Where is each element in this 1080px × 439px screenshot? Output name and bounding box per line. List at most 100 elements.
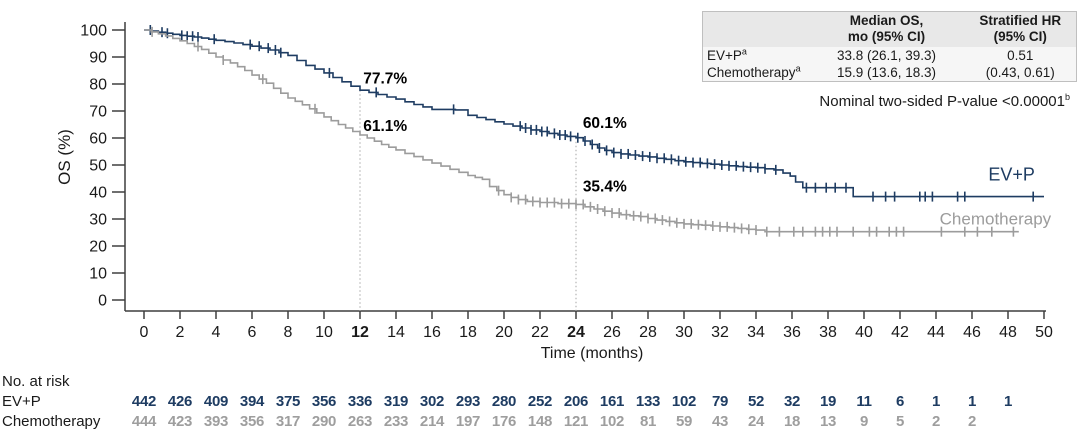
x-tick-label: 26 (603, 324, 621, 341)
at-risk-value: 13 (819, 413, 837, 430)
at-risk-value: 81 (639, 413, 657, 430)
x-axis-title: Time (months) (540, 345, 644, 362)
at-risk-value: 423 (167, 413, 193, 430)
at-risk-value: 302 (419, 393, 445, 410)
x-tick-label: 6 (248, 324, 257, 341)
at-risk-value: 394 (239, 393, 265, 410)
at-risk-value: 102 (599, 413, 625, 430)
annotation-label: 61.1% (363, 118, 407, 135)
at-risk-value: 2 (967, 413, 977, 430)
at-risk-value: 102 (671, 393, 697, 410)
at-risk-value: 133 (635, 393, 661, 410)
stats-table-header-median: Median OS, mo (95% CI) (808, 11, 965, 47)
x-tick-label: 16 (423, 324, 441, 341)
at-risk-value: 356 (311, 393, 337, 410)
at-risk-value: 161 (599, 393, 625, 410)
x-tick-label: 50 (1035, 324, 1053, 341)
at-risk-value: 197 (455, 413, 481, 430)
stats-table-row-evp: EV+Pa 33.8 (26.1, 39.3) 0.51 (702, 47, 1077, 64)
at-risk-value: 206 (563, 393, 589, 410)
x-tick-label: 14 (387, 324, 405, 341)
at-risk-value: 59 (675, 413, 693, 430)
stats-row-label-chemo: Chemotherapya (702, 63, 809, 82)
y-tick-label: 70 (89, 104, 107, 121)
y-tick-label: 30 (89, 212, 107, 229)
at-risk-value: 293 (455, 393, 481, 410)
at-risk-title: No. at risk (2, 373, 70, 390)
survival-step-path (144, 29, 1019, 233)
y-tick-label: 0 (98, 293, 107, 310)
survival-step-path (144, 29, 1044, 198)
stats-table: Median OS, mo (95% CI) Stratified HR (95… (702, 11, 1077, 82)
x-tick-label: 2 (176, 324, 185, 341)
at-risk-value: 121 (563, 413, 589, 430)
chemo-footnote-sup: a (795, 63, 801, 74)
x-tick-label: 28 (639, 324, 657, 341)
x-tick-label: 30 (675, 324, 693, 341)
at-risk-value: 393 (203, 413, 229, 430)
x-tick-label: 22 (531, 324, 549, 341)
at-risk-value: 176 (491, 413, 517, 430)
x-tick-label: 38 (819, 324, 837, 341)
y-tick-label: 50 (89, 158, 107, 175)
x-tick-label: 18 (459, 324, 477, 341)
at-risk-value: 263 (347, 413, 373, 430)
stats-row-label-evp: EV+Pa (702, 47, 809, 64)
y-axis-title: OS (%) (55, 129, 74, 185)
y-tick-label: 20 (89, 239, 107, 256)
x-tick-label: 8 (284, 324, 293, 341)
median-os-header-line2: mo (95% CI) (847, 29, 926, 44)
at-risk-value: 52 (747, 393, 765, 410)
at-risk-value: 1 (967, 393, 977, 410)
at-risk-value: 5 (895, 413, 905, 430)
at-risk-value: 24 (747, 413, 765, 430)
hr-header-line1: Stratified HR (979, 13, 1062, 28)
stats-table-header-hr: Stratified HR (95% CI) (964, 11, 1077, 47)
chemo-label-text: Chemotherapy (707, 65, 796, 80)
median-os-header-line1: Median OS, (849, 13, 924, 28)
x-tick-label: 10 (315, 324, 333, 341)
y-tick-label: 90 (89, 50, 107, 67)
y-tick-label: 60 (89, 131, 107, 148)
at-risk-value: 252 (527, 393, 553, 410)
at-risk-value: 9 (859, 413, 869, 430)
x-tick-label: 20 (495, 324, 513, 341)
stats-table-row-chemo: Chemotherapya 15.9 (13.6, 18.3) (0.43, 0… (702, 63, 1077, 82)
stats-table-header-row: Median OS, mo (95% CI) Stratified HR (95… (702, 11, 1077, 47)
x-tick-label: 4 (212, 324, 221, 341)
x-tick-label: 32 (711, 324, 729, 341)
at-risk-value: 233 (383, 413, 409, 430)
at-risk-value: 18 (783, 413, 801, 430)
p-value-footnote-sup: b (1064, 92, 1070, 102)
x-tick-label: 46 (963, 324, 981, 341)
p-value-note: Nominal two-sided P-value <0.00001b (819, 92, 1070, 111)
at-risk-row-label-chemo: Chemotherapy (2, 413, 101, 430)
at-risk-value: 426 (167, 393, 193, 410)
x-tick-label: 12 (351, 324, 369, 341)
y-tick-label: 10 (89, 266, 107, 283)
y-tick-label: 80 (89, 77, 107, 94)
chemo-median-os-value: 15.9 (13.6, 18.3) (808, 64, 965, 82)
at-risk-value: 214 (419, 413, 445, 430)
evp-median-os-value: 33.8 (26.1, 39.3) (808, 47, 965, 64)
evp-label-text: EV+P (707, 48, 742, 63)
chemotherapy-curve (144, 26, 1019, 237)
x-tick-label: 34 (747, 324, 765, 341)
at-risk-value: 444 (131, 413, 157, 430)
x-tick-label: 44 (927, 324, 945, 341)
annotation-label: 77.7% (363, 71, 407, 88)
x-tick-label: 48 (999, 324, 1017, 341)
at-risk-row-label-evp: EV+P (2, 393, 41, 410)
x-tick-label: 36 (783, 324, 801, 341)
y-tick-label: 40 (89, 185, 107, 202)
at-risk-value: 11 (856, 393, 872, 410)
x-tick-label: 0 (140, 324, 149, 341)
annotation-label: 60.1% (583, 115, 627, 132)
at-risk-value: 6 (895, 393, 905, 410)
p-value-text: Nominal two-sided P-value <0.00001 (819, 93, 1065, 110)
series-label-ev-p: EV+P (988, 164, 1035, 184)
evp-hr-value: 0.51 (964, 47, 1077, 64)
stats-table-corner-cell (702, 11, 809, 47)
at-risk-value: 317 (275, 413, 301, 430)
